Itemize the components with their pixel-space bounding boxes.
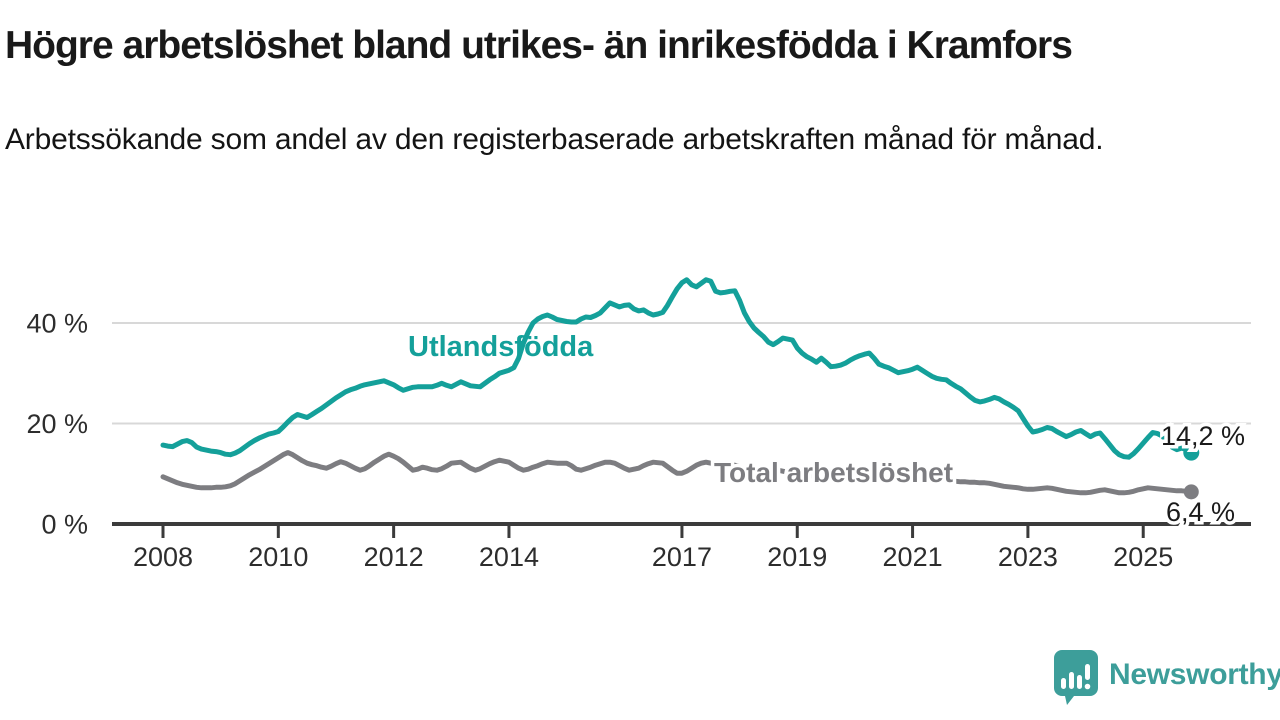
series-label-utlandsfodda: Utlandsfödda xyxy=(408,331,594,363)
x-axis-label-2012: 2012 xyxy=(364,542,424,572)
speech-bubble-shape xyxy=(1054,650,1098,705)
series-line-total xyxy=(160,450,1194,496)
end-dot-total xyxy=(1183,484,1199,500)
x-axis-label-2019: 2019 xyxy=(767,542,827,572)
end-dot-utlandsfodda xyxy=(1183,444,1200,461)
end-value-label-utlandsfodda: 14,2 % xyxy=(1161,421,1245,451)
chart-subtitle: Arbetssökande som andel av den registerb… xyxy=(5,123,1104,156)
x-axis-label-2017: 2017 xyxy=(652,542,712,572)
newsworthy-logo-icon xyxy=(1054,650,1098,705)
x-axis-label-2023: 2023 xyxy=(998,542,1058,572)
series-label-total: Total arbetslöshet xyxy=(714,457,953,488)
x-axis-label-2008: 2008 xyxy=(133,542,193,572)
y-axis-label-0: 0 % xyxy=(41,510,88,540)
logo-bar-chart-icon xyxy=(1061,664,1091,690)
x-axis-label-2025: 2025 xyxy=(1113,542,1173,572)
chart-title: Högre arbetslöshet bland utrikes- än inr… xyxy=(5,24,1073,67)
newsworthy-branding: Newsworthy xyxy=(1052,648,1280,708)
series-line-utlandsfodda xyxy=(160,277,1194,460)
newsworthy-wordmark: Newsworthy xyxy=(1109,658,1280,691)
y-axis-label-20: 20 % xyxy=(26,409,88,439)
end-value-label-total: 6,4 % xyxy=(1166,497,1235,527)
y-axis-label-40: 40 % xyxy=(26,309,88,339)
x-axis-label-2010: 2010 xyxy=(248,542,308,572)
x-axis-label-2021: 2021 xyxy=(883,542,943,572)
x-axis-label-2014: 2014 xyxy=(479,542,539,572)
